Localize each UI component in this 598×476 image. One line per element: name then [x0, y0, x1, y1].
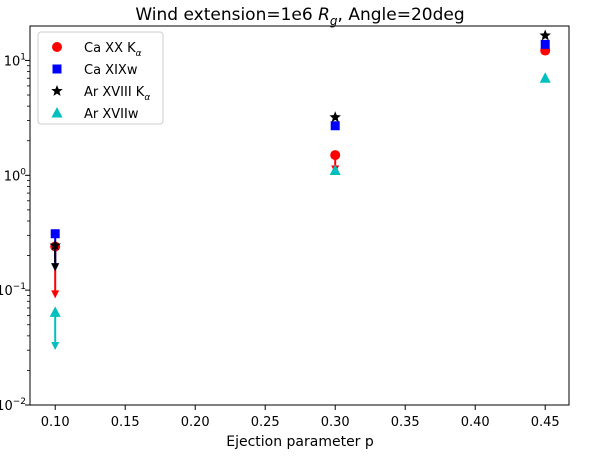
- series-3: [49, 72, 551, 350]
- legend-label: Ar XVIIw: [84, 107, 139, 122]
- y-tick-label: 10−1: [0, 282, 26, 299]
- legend-label-main: Ar XVIII K: [84, 85, 145, 100]
- series-2: [49, 29, 551, 272]
- x-tick-label: 0.30: [321, 415, 350, 430]
- y-tick-label: 100: [4, 167, 27, 184]
- y-tick-base: 10: [4, 54, 21, 69]
- legend-marker: [52, 64, 62, 74]
- data-point: [49, 239, 61, 251]
- y-tick-base: 10: [0, 399, 13, 414]
- data-point: [49, 306, 61, 317]
- data-point: [539, 29, 551, 41]
- data-layer: [49, 29, 551, 350]
- y-tick-base: 10: [4, 169, 21, 184]
- legend-box: [37, 31, 164, 125]
- y-tick-exponent: −1: [13, 282, 26, 292]
- legend-label-subscript: α: [144, 93, 150, 103]
- y-tick-exponent: −2: [13, 397, 26, 407]
- x-tick-label: 0.40: [461, 415, 490, 430]
- y-tick-exponent: 1: [20, 52, 26, 62]
- data-point: [540, 39, 550, 49]
- legend-label: Ca XX Kα: [84, 41, 142, 59]
- data-point: [539, 72, 551, 83]
- legend-marker: [51, 85, 63, 96]
- x-tick-label: 0.20: [181, 415, 210, 430]
- x-tick-label: 0.10: [41, 415, 70, 430]
- legend-marker: [51, 107, 63, 118]
- legend-label: Ca XIXw: [84, 63, 138, 78]
- data-point: [330, 121, 340, 131]
- x-tick-label: 0.25: [251, 415, 280, 430]
- y-tick-base: 10: [0, 284, 13, 299]
- data-point: [329, 111, 341, 123]
- legend-marker: [52, 42, 62, 52]
- upper-limit-arrowhead: [51, 341, 60, 350]
- y-tick-label: 101: [4, 52, 26, 69]
- legend-label: Ar XVIII Kα: [84, 85, 150, 103]
- x-tick-label: 0.45: [531, 415, 560, 430]
- legend-label-main: Ar XVIIw: [84, 107, 139, 122]
- x-axis-label: Ejection parameter p: [226, 434, 374, 450]
- legend-label-subscript: α: [136, 49, 142, 59]
- data-point: [329, 164, 341, 176]
- x-tick-label: 0.15: [111, 415, 140, 430]
- data-point: [330, 150, 341, 161]
- data-point: [50, 229, 60, 239]
- y-tick-exponent: 0: [20, 167, 26, 177]
- y-tick-label: 10−2: [0, 397, 26, 414]
- chart-title: Wind extension=1e6 Rg, Angle=20deg: [135, 5, 464, 28]
- legend-label-main: Ca XX K: [84, 41, 136, 56]
- legend-label-main: Ca XIXw: [84, 63, 138, 78]
- x-tick-label: 0.35: [391, 415, 420, 430]
- upper-limit-arrowhead: [51, 290, 60, 299]
- x-axis: 0.10 0.15 0.20 0.25 0.30 0.35 0.40 0.45: [41, 405, 560, 430]
- upper-limit-arrowhead: [51, 263, 60, 272]
- plot-area: [29, 25, 570, 406]
